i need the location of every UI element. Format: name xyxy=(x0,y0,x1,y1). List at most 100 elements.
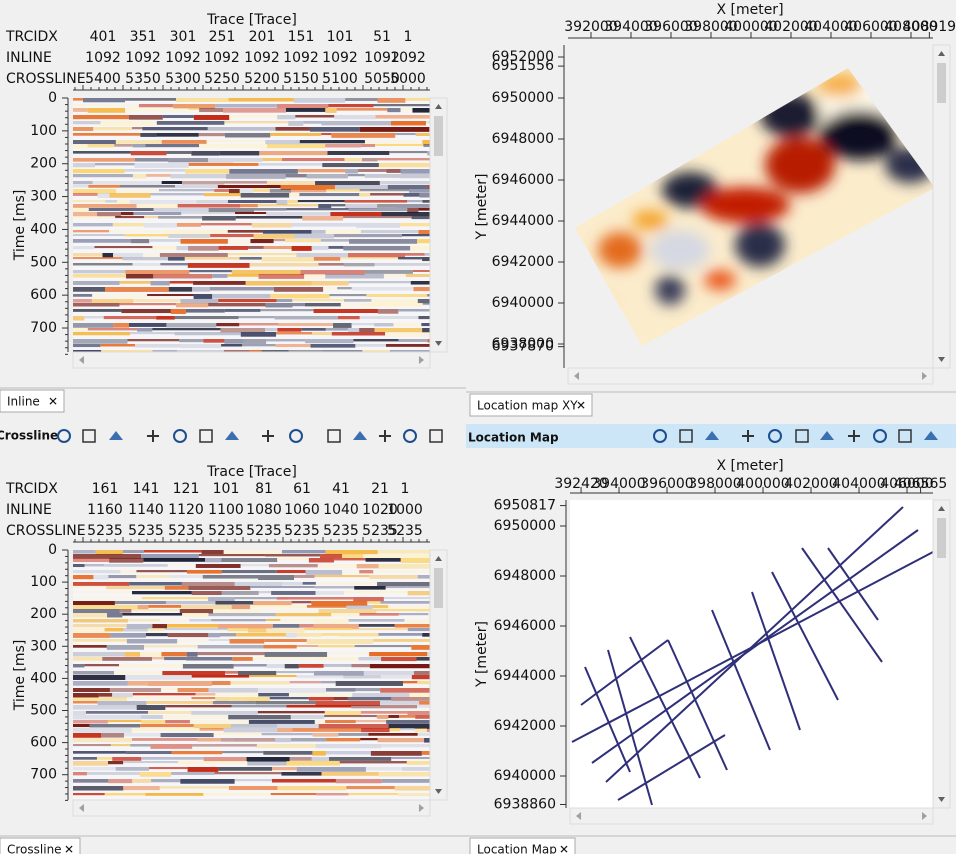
tab-label[interactable]: Inline xyxy=(7,395,40,409)
seismic-stripe xyxy=(73,639,127,642)
scroll-arrow[interactable] xyxy=(435,556,442,561)
tab-close[interactable]: ✕ xyxy=(64,843,74,854)
tool-icon[interactable] xyxy=(225,431,239,440)
y-axis-title: Y [meter] xyxy=(474,173,490,240)
tool-icon[interactable] xyxy=(873,429,887,443)
tool-icon[interactable] xyxy=(379,430,391,442)
v-scrollbar[interactable] xyxy=(932,499,951,809)
seismic-stripe xyxy=(227,253,297,256)
tool-icon[interactable] xyxy=(924,431,938,440)
tool-icon[interactable] xyxy=(768,429,782,443)
tool-icon[interactable] xyxy=(147,430,159,442)
seismic-stripe xyxy=(415,133,430,136)
seismic-stripe xyxy=(150,744,193,749)
seismic-stripe xyxy=(258,163,323,166)
seismic-stripe xyxy=(152,657,165,660)
scroll-arrow[interactable] xyxy=(938,506,945,511)
tab-close[interactable]: ✕ xyxy=(48,395,58,409)
tool-icon[interactable] xyxy=(57,429,71,443)
tool-icon[interactable] xyxy=(898,429,912,443)
seismic-stripe xyxy=(314,720,326,724)
seismic-stripe xyxy=(330,212,382,217)
seismic-stripe xyxy=(328,246,344,249)
tool-icon[interactable] xyxy=(199,429,213,443)
seismic-stripe xyxy=(168,158,209,163)
scroll-arrow[interactable] xyxy=(922,812,927,820)
tool-icon[interactable] xyxy=(429,429,443,443)
scroll-arrow[interactable] xyxy=(435,789,442,794)
tool-icon[interactable] xyxy=(403,429,417,443)
seismic-stripe xyxy=(286,761,340,766)
seismic-stripe xyxy=(353,597,384,602)
seismic-stripe xyxy=(266,212,331,216)
tool-icon[interactable] xyxy=(109,431,123,440)
scroll-arrow[interactable] xyxy=(435,341,442,346)
seismic-stripe xyxy=(327,652,370,656)
scroll-arrow[interactable] xyxy=(922,372,927,380)
seismic-stripe xyxy=(73,554,142,559)
header-value: 1092 xyxy=(390,50,426,66)
toolbar-title: Crossline xyxy=(0,429,58,443)
tab[interactable] xyxy=(469,393,593,417)
tool-icon[interactable] xyxy=(742,430,754,442)
seismic-stripe xyxy=(325,274,384,279)
seismic-stripe xyxy=(394,624,430,628)
seismic-stripe xyxy=(166,151,192,154)
seismic-stripe xyxy=(177,204,241,208)
tool-icon[interactable] xyxy=(795,429,809,443)
tab-label[interactable]: Crossline xyxy=(7,843,62,854)
tab-label[interactable]: Location Map xyxy=(477,843,557,854)
tool-icon[interactable] xyxy=(82,429,96,443)
scroll-arrow[interactable] xyxy=(435,104,442,109)
scroll-arrow[interactable] xyxy=(574,372,579,380)
tool-icon[interactable] xyxy=(173,429,187,443)
seismic-stripe xyxy=(277,558,309,561)
scroll-arrow[interactable] xyxy=(419,804,424,812)
v-scrollbar[interactable] xyxy=(932,44,951,369)
seismic-stripe xyxy=(310,344,356,348)
h-scrollbar[interactable] xyxy=(72,351,431,369)
tab-close[interactable]: ✕ xyxy=(576,399,586,413)
tab-label[interactable]: Location map XY xyxy=(477,399,578,413)
tool-icon[interactable] xyxy=(262,430,274,442)
seismic-stripe xyxy=(73,605,138,610)
seismic-stripe xyxy=(108,104,139,108)
seismic-stripe xyxy=(212,701,256,705)
tool-icon[interactable] xyxy=(679,429,693,443)
tab[interactable] xyxy=(0,389,65,413)
seismic-stripe xyxy=(156,316,175,320)
seismic-stripe xyxy=(112,693,133,698)
tool-icon[interactable] xyxy=(327,429,341,443)
seismic-stripe xyxy=(73,316,85,321)
tool-icon[interactable] xyxy=(353,431,367,440)
tab-close[interactable]: ✕ xyxy=(559,843,569,854)
seismic-stripe xyxy=(266,144,326,149)
seismic-stripe xyxy=(355,223,400,228)
scroll-thumb[interactable] xyxy=(434,116,443,156)
tab[interactable] xyxy=(469,837,576,854)
tool-icon[interactable] xyxy=(705,431,719,440)
scroll-arrow[interactable] xyxy=(79,804,84,812)
seismic-stripe xyxy=(362,350,390,352)
scroll-arrow[interactable] xyxy=(938,797,945,802)
scroll-arrow[interactable] xyxy=(79,356,84,364)
h-scrollbar[interactable] xyxy=(567,367,934,385)
v-scrollbar[interactable] xyxy=(429,97,448,353)
h-scrollbar[interactable] xyxy=(72,799,431,817)
h-scrollbar[interactable] xyxy=(569,807,934,825)
seismic-stripe xyxy=(212,274,228,278)
scroll-arrow[interactable] xyxy=(419,356,424,364)
scroll-thumb[interactable] xyxy=(434,568,443,608)
scroll-arrow[interactable] xyxy=(938,51,945,56)
scroll-thumb[interactable] xyxy=(937,63,946,103)
tool-icon[interactable] xyxy=(820,431,834,440)
tool-icon[interactable] xyxy=(289,429,303,443)
scroll-thumb[interactable] xyxy=(937,518,946,558)
blob xyxy=(598,232,642,268)
tool-icon[interactable] xyxy=(848,430,860,442)
scroll-arrow[interactable] xyxy=(576,812,581,820)
v-scrollbar[interactable] xyxy=(429,549,448,801)
tool-icon[interactable] xyxy=(653,429,667,443)
tab[interactable] xyxy=(0,837,81,854)
scroll-arrow[interactable] xyxy=(938,357,945,362)
